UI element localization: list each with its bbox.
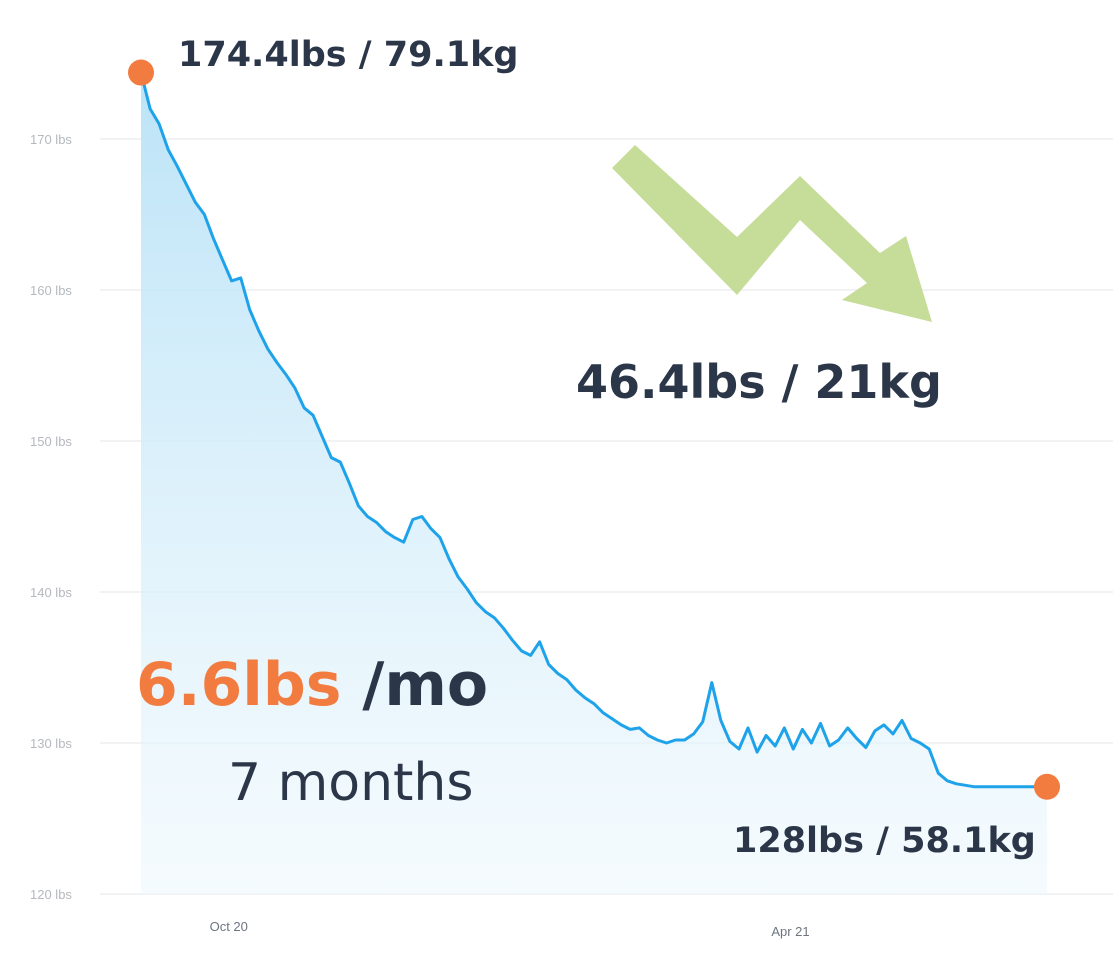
total-loss-label: 46.4lbs / 21kg xyxy=(576,355,942,409)
start-weight-label: 174.4lbs / 79.1kg xyxy=(178,35,518,75)
rate-value: 6.6lbs xyxy=(136,650,342,720)
y-tick-label: 160 lbs xyxy=(30,283,72,298)
end-weight-label: 128lbs / 58.1kg xyxy=(733,821,1036,861)
x-tick-label: Apr 21 xyxy=(771,924,809,939)
start-point-marker xyxy=(128,59,154,86)
x-axis-ticks: Oct 20 Apr 21 xyxy=(210,919,810,939)
area-fill xyxy=(141,72,1047,895)
weight-series-line xyxy=(139,71,1049,789)
y-tick-label: 120 lbs xyxy=(30,887,72,902)
x-tick-label: Oct 20 xyxy=(210,919,248,934)
end-point-marker xyxy=(1034,773,1060,800)
y-tick-label: 150 lbs xyxy=(30,434,72,449)
endpoint-markers xyxy=(128,59,1060,800)
rate-unit: /mo xyxy=(342,650,489,720)
y-tick-label: 140 lbs xyxy=(30,585,72,600)
duration-label: 7 months xyxy=(228,753,473,813)
monthly-rate-label: 6.6lbs /mo xyxy=(136,650,488,720)
y-tick-label: 130 lbs xyxy=(30,736,72,751)
down-trend-arrow-icon xyxy=(612,145,932,322)
y-tick-label: 170 lbs xyxy=(30,132,72,147)
y-axis-ticks: 120 lbs 130 lbs 140 lbs 150 lbs 160 lbs 170 l… xyxy=(30,132,72,902)
